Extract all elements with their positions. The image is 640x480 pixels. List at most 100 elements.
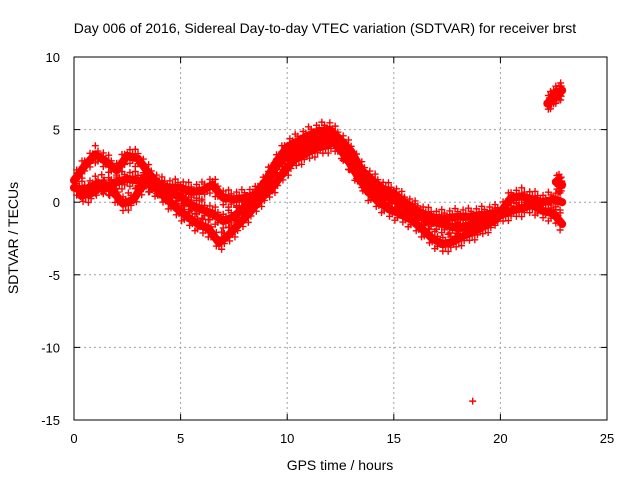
data-point xyxy=(202,220,210,228)
data-point xyxy=(287,164,295,172)
data-point xyxy=(448,226,456,234)
data-point xyxy=(531,187,539,195)
data-point xyxy=(123,177,131,185)
data-point xyxy=(159,184,167,192)
data-point xyxy=(198,197,206,205)
data-point xyxy=(388,210,396,218)
data-point xyxy=(444,247,452,255)
data-point xyxy=(129,157,137,165)
data-point xyxy=(195,208,203,216)
x-tick-label: 10 xyxy=(280,431,294,446)
data-point xyxy=(364,179,372,187)
data-point xyxy=(556,209,564,217)
data-point xyxy=(550,197,558,205)
data-point xyxy=(203,209,211,217)
data-point xyxy=(534,199,542,207)
data-point xyxy=(79,197,87,205)
data-point xyxy=(143,181,151,189)
data-point xyxy=(268,180,276,188)
data-point xyxy=(220,240,228,248)
data-point xyxy=(306,154,314,162)
data-point xyxy=(542,211,550,219)
data-point xyxy=(504,217,512,225)
data-point xyxy=(70,185,78,193)
data-point xyxy=(298,160,306,168)
x-axis: 0 5 10 15 20 25 xyxy=(70,57,614,446)
data-point xyxy=(544,200,552,208)
data-point xyxy=(515,189,523,197)
y-tick-label: -10 xyxy=(41,340,60,355)
data-point xyxy=(414,205,422,213)
data-point xyxy=(407,211,415,219)
data-point xyxy=(262,177,270,185)
data-point xyxy=(106,178,114,186)
y-axis-label: SDTVAR / TECUs xyxy=(5,182,21,294)
data-point xyxy=(252,207,260,215)
data-points xyxy=(70,79,567,405)
data-point xyxy=(174,187,182,195)
data-point xyxy=(151,175,159,183)
data-point xyxy=(186,208,194,216)
data-point xyxy=(367,185,375,193)
data-point xyxy=(82,187,90,195)
data-point xyxy=(387,189,395,197)
data-point xyxy=(371,170,379,178)
data-point xyxy=(438,211,446,219)
data-point xyxy=(372,189,380,197)
data-point xyxy=(411,200,419,208)
data-point xyxy=(283,153,291,161)
data-point xyxy=(191,210,199,218)
y-tick-label: -15 xyxy=(41,413,60,428)
x-tick-label: 15 xyxy=(387,431,401,446)
data-point xyxy=(235,204,243,212)
data-point xyxy=(134,150,142,158)
data-point xyxy=(230,197,238,205)
data-point xyxy=(207,223,215,231)
data-point xyxy=(132,198,140,206)
data-point xyxy=(528,204,536,212)
data-point xyxy=(468,232,476,240)
data-point xyxy=(428,238,436,246)
data-point xyxy=(227,219,235,227)
data-point xyxy=(531,194,539,202)
data-point xyxy=(295,150,303,158)
y-tick-label: 5 xyxy=(53,123,60,138)
data-point xyxy=(131,167,139,175)
x-tick-label: 20 xyxy=(493,431,507,446)
data-point xyxy=(468,225,476,233)
data-point xyxy=(399,204,407,212)
data-point xyxy=(148,179,156,187)
data-point xyxy=(98,171,106,179)
data-point xyxy=(162,197,170,205)
data-point xyxy=(554,200,562,208)
data-point xyxy=(209,213,217,221)
data-point xyxy=(332,130,340,138)
data-point xyxy=(82,194,90,202)
x-tick-label: 25 xyxy=(600,431,614,446)
data-point xyxy=(547,105,555,113)
data-point xyxy=(340,145,348,153)
data-point xyxy=(358,158,366,166)
data-point xyxy=(234,227,242,235)
data-point xyxy=(114,188,122,196)
data-point xyxy=(116,198,124,206)
y-tick-label: 10 xyxy=(46,50,60,65)
data-point xyxy=(260,196,268,204)
data-point xyxy=(552,206,560,214)
data-point xyxy=(290,158,298,166)
data-point xyxy=(111,181,119,189)
data-point xyxy=(455,238,463,246)
data-point xyxy=(518,184,526,192)
data-point xyxy=(526,209,534,217)
data-point xyxy=(383,205,391,213)
data-point xyxy=(554,193,562,201)
y-axis: 10 5 0 -5 -10 -15 xyxy=(41,50,607,428)
data-point xyxy=(89,179,97,187)
data-point xyxy=(471,236,479,244)
data-point xyxy=(311,153,319,161)
data-point xyxy=(87,195,95,203)
data-point xyxy=(415,225,423,233)
data-point xyxy=(322,138,330,146)
data-point xyxy=(324,149,332,157)
